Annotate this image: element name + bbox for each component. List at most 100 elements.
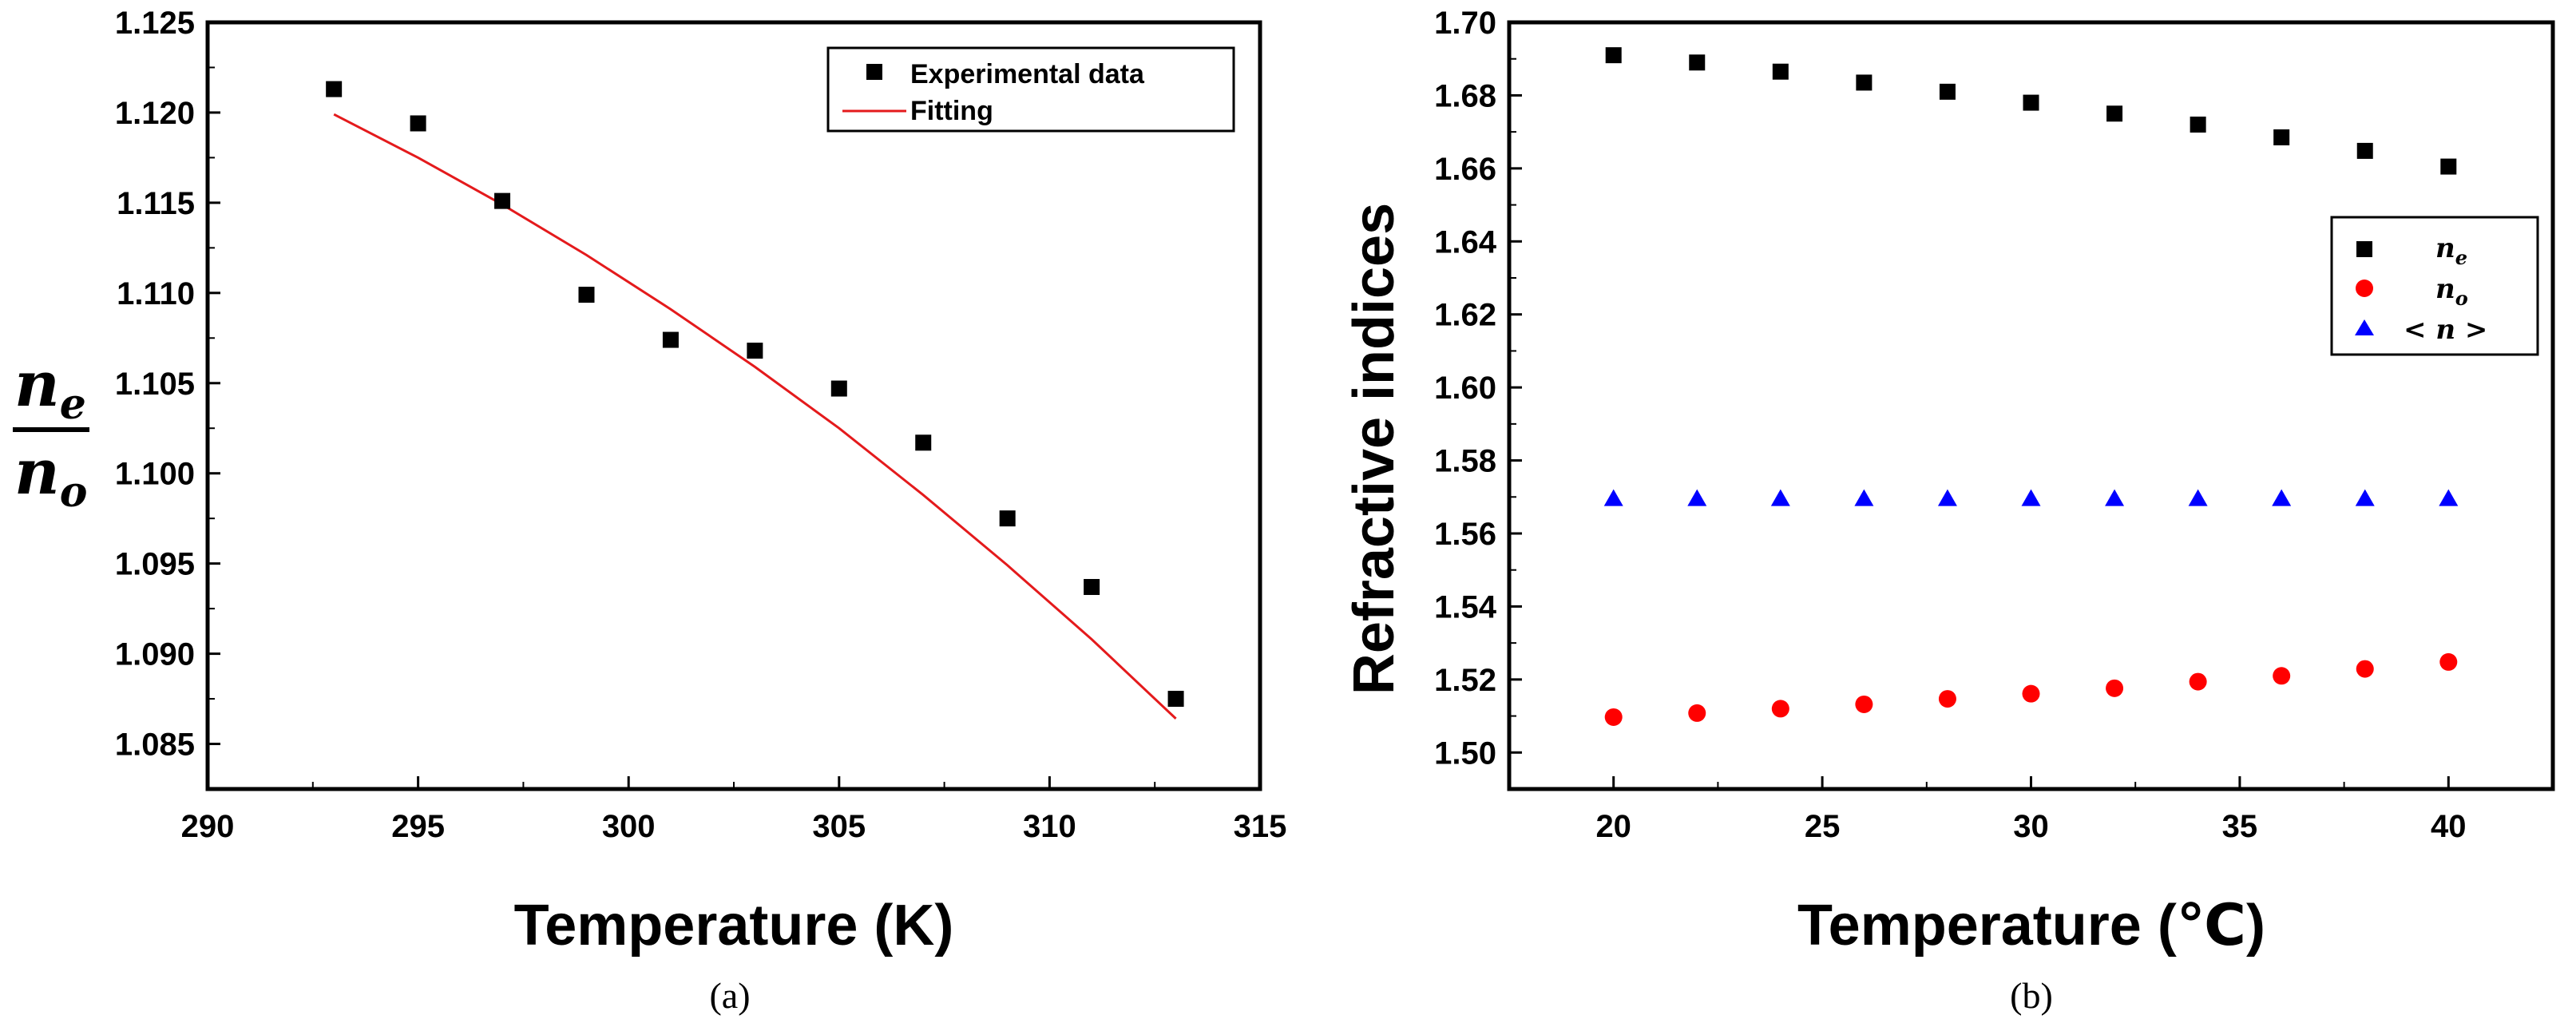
data-point-triangle [2439,489,2459,506]
panel-b-chart: 1.50 1.52 1.54 1.56 1.58 1.60 1.62 1.64 1.66 1.68… [1342,6,2555,1016]
data-point-triangle [2021,489,2041,506]
data-point-square [1084,579,1100,596]
data-point-circle [1855,695,1873,713]
legend-label-fitting: Fitting [910,96,993,126]
ratio-numerator: ne [14,348,86,429]
data-point-square [326,81,343,97]
data-point-square [662,331,679,348]
data-point-square [747,343,763,359]
data-point-circle [1604,708,1623,726]
data-point-square [2106,105,2123,122]
y-tick-label: 1.64 [1434,224,1497,260]
data-point-square [578,287,595,303]
y-tick-label: 1.56 [1434,517,1496,552]
data-point-circle [1771,700,1789,718]
y-tick-label: 1.090 [115,637,195,672]
panel-b-x-axis: 20 25 30 35 40 [1595,776,2467,844]
data-point-circle [2273,667,2291,685]
data-point-triangle [1603,489,1623,506]
y-tick-label: 1.60 [1434,371,1496,406]
x-tick-label: 315 [1234,809,1287,844]
data-point-triangle [1687,489,1707,506]
y-tick-label: 1.100 [115,457,195,492]
legend-mean-triangle-marker [2355,319,2374,335]
data-point-circle [2356,660,2374,678]
panel-b-y-axis-title: Refractive indices [1342,203,1406,695]
data-point-square [2440,158,2457,175]
x-tick-label: 295 [391,809,445,844]
x-tick-label: 20 [1595,809,1631,844]
data-point-square [830,380,847,397]
data-point-triangle [2272,489,2292,506]
x-tick-label: 40 [2431,809,2467,844]
panel-a-legend-box [826,46,1235,133]
data-point-square [1605,47,1622,64]
data-point-circle [1938,690,1956,708]
data-point-triangle [2188,489,2208,506]
y-tick-label: 1.54 [1434,589,1497,625]
fitting-curve [333,113,1177,720]
panel-a-y-axis: 1.085 1.090 1.095 1.100 1.105 1.110 1.115 1.120… [115,6,220,763]
panel-b-plot-frame [1507,20,2555,791]
x-tick-label: 35 [2222,809,2258,844]
legend-label-ne: ne [2435,232,2467,269]
legend-no-circle-marker [2356,280,2373,297]
data-point-square [915,434,932,451]
data-point-square [1939,83,1956,100]
data-point-square [2023,94,2039,111]
legend-label-mean-n: < n > [2404,314,2487,346]
y-tick-label: 1.52 [1434,663,1496,698]
data-point-triangle [1770,489,1790,506]
y-tick-label: 1.50 [1434,736,1496,771]
ratio-denominator: no [14,436,87,517]
data-point-square [1689,54,1706,71]
panel-b-caption: (b) [2010,975,2053,1016]
legend-label-no: no [2435,273,2468,310]
panel-a-fitting-series [333,113,1177,720]
y-tick-label: 1.68 [1434,78,1496,113]
panel-a-chart: 1.085 1.090 1.095 1.100 1.105 1.110 1.115 1.120… [13,6,1286,1016]
y-tick-label: 1.115 [117,186,195,221]
panel-b-series [1603,47,2459,726]
data-point-circle [2106,679,2124,697]
panel-b-legend: ne no < n > [2330,216,2539,356]
data-point-square [2273,129,2290,145]
legend-ne-square-marker [2356,241,2372,257]
data-point-circle [2022,684,2040,703]
data-point-circle [2439,652,2458,671]
panel-a-legend: Experimental data Fitting [826,46,1235,133]
data-point-square [1167,691,1184,708]
x-tick-label: 305 [812,809,866,844]
panel-b-y-axis: 1.50 1.52 1.54 1.56 1.58 1.60 1.62 1.64 1.66 1.68… [1434,6,1522,771]
y-tick-label: 1.58 [1434,444,1496,479]
x-tick-label: 30 [2013,809,2049,844]
data-point-square [1856,74,1873,91]
x-tick-label: 310 [1023,809,1076,844]
data-point-square [1772,63,1789,80]
panel-a-x-axis-title: Temperature (K) [514,894,954,958]
x-tick-label: 25 [1805,809,1841,844]
data-point-square [999,510,1016,527]
legend-square-marker [866,64,882,80]
y-tick-label: 1.105 [115,367,195,402]
data-point-square [2190,117,2206,133]
panel-a-plot-frame [205,20,1262,791]
y-tick-label: 1.70 [1434,6,1496,41]
y-tick-label: 1.085 [115,728,195,763]
data-point-triangle [2355,489,2375,506]
panel-a-experimental-series [326,81,1184,708]
panel-b-x-axis-title: Temperature (℃) [1797,894,2265,958]
y-tick-label: 1.66 [1434,152,1496,187]
panel-a-caption: (a) [709,975,750,1016]
x-tick-label: 290 [181,809,235,844]
panel-a-y-axis-title: ne no [13,348,89,517]
y-tick-label: 1.095 [115,547,195,582]
data-point-square [2356,142,2373,159]
data-point-square [410,115,426,132]
data-point-triangle [2105,489,2125,506]
data-point-circle [2189,672,2207,691]
legend-label-experimental: Experimental data [910,59,1145,89]
data-point-square [494,192,511,209]
y-tick-label: 1.62 [1434,298,1496,333]
